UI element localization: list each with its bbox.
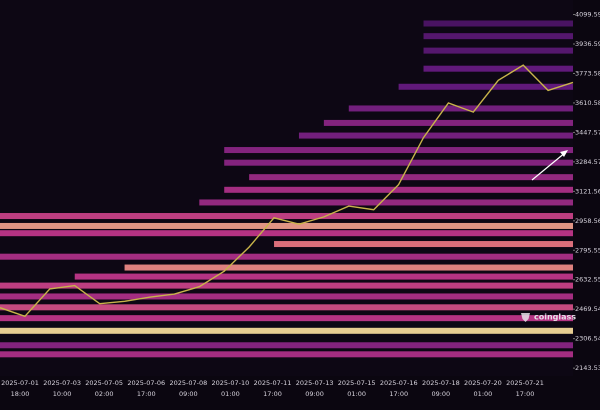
heat-band <box>0 213 573 220</box>
heat-band <box>348 105 573 112</box>
x-tick-time: 01:00 <box>347 390 366 398</box>
heat-band <box>0 293 573 300</box>
x-tick-date: 2025-07-20 <box>464 379 502 387</box>
y-tick-label: 2958.564 <box>575 217 600 225</box>
heat-band <box>298 132 573 139</box>
x-tick-date: 2025-07-08 <box>169 379 207 387</box>
heat-band <box>0 304 573 311</box>
heat-band <box>249 174 573 181</box>
x-tick-time: 01:00 <box>474 390 493 398</box>
x-tick-date: 2025-07-18 <box>422 379 460 387</box>
heat-band <box>274 241 573 248</box>
x-tick-date: 2025-07-16 <box>380 379 418 387</box>
x-tick-time: 17:00 <box>263 390 282 398</box>
x-tick-time: 09:00 <box>431 390 450 398</box>
y-tick-label: 3447.579 <box>575 128 600 136</box>
heat-band <box>423 47 573 54</box>
x-tick-time: 02:00 <box>95 390 114 398</box>
x-tick-date: 2025-07-05 <box>85 379 123 387</box>
heat-band <box>0 282 573 289</box>
watermark: coinglass <box>521 313 576 322</box>
x-tick-date: 2025-07-03 <box>43 379 81 387</box>
heat-band <box>124 264 573 271</box>
x-tick-date: 2025-07-11 <box>254 379 292 387</box>
x-tick-time: 17:00 <box>137 390 156 398</box>
heat-band <box>224 147 573 154</box>
x-tick-time: 17:00 <box>389 390 408 398</box>
heat-band <box>224 186 573 193</box>
heat-band <box>423 20 573 27</box>
heat-band <box>0 253 573 260</box>
x-tick-date: 2025-07-01 <box>1 379 39 387</box>
y-tick-label: 2795.559 <box>575 246 600 254</box>
heat-band <box>398 83 573 90</box>
y-tick-label: 2143.539 <box>575 364 600 372</box>
heat-band <box>0 327 573 334</box>
x-tick-date: 2025-07-10 <box>212 379 250 387</box>
y-tick-label: 2306.544 <box>575 335 600 343</box>
heat-band <box>74 273 573 280</box>
x-tick-time: 09:00 <box>179 390 198 398</box>
y-tick-label: 3610.584 <box>575 99 600 107</box>
y-tick-label: 4099.599 <box>575 11 600 19</box>
heat-band <box>224 159 573 166</box>
y-tick-label: 3284.574 <box>575 158 600 166</box>
x-tick-time: 09:00 <box>305 390 324 398</box>
heat-band <box>0 315 573 322</box>
y-tick-label: 2632.554 <box>575 276 600 284</box>
y-tick-label: 3773.589 <box>575 69 600 77</box>
y-tick-label: 3936.594 <box>575 40 600 48</box>
x-tick-time: 17:00 <box>516 390 535 398</box>
y-tick-label: 2469.549 <box>575 305 600 313</box>
price-layer <box>0 64 574 318</box>
x-tick-time: 01:00 <box>221 390 240 398</box>
heat-band <box>0 351 573 358</box>
heat-band <box>0 230 573 237</box>
x-tick-time: 18:00 <box>11 390 30 398</box>
x-tick-date: 2025-07-06 <box>127 379 165 387</box>
x-tick-date: 2025-07-15 <box>338 379 376 387</box>
heat-band <box>423 33 573 40</box>
heat-band <box>199 199 573 206</box>
x-tick-time: 10:00 <box>53 390 72 398</box>
y-tick-label: 3121.569 <box>575 187 600 195</box>
heat-band <box>0 222 573 229</box>
heat-band <box>0 342 573 349</box>
heat-bands <box>0 20 573 358</box>
arrow-annotation <box>531 150 568 181</box>
x-tick-date: 2025-07-21 <box>506 379 544 387</box>
x-tick-date: 2025-07-13 <box>296 379 334 387</box>
price-line <box>0 64 574 318</box>
axes: 2143.539 2306.544 2469.549 2632.554 2795.559… <box>1 11 600 398</box>
heat-band <box>423 65 573 72</box>
watermark-text: coinglass <box>534 313 576 322</box>
heat-band <box>323 119 573 126</box>
